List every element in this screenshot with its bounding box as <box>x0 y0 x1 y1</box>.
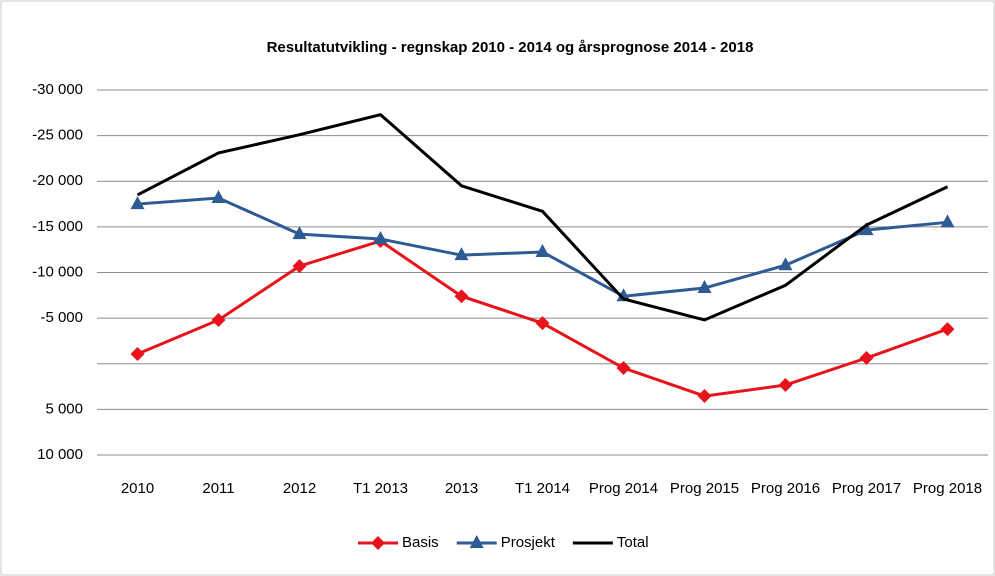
data-point <box>292 226 307 240</box>
x-tick-label: 2013 <box>445 480 478 497</box>
x-tick-label: Prog 2015 <box>670 480 739 497</box>
x-tick-label: Prog 2016 <box>751 480 820 497</box>
x-tick-label: T1 2014 <box>515 480 570 497</box>
y-tick-label: -10 000 <box>32 263 83 280</box>
x-tick-label: T1 2013 <box>353 480 408 497</box>
y-tick-label: -20 000 <box>32 172 83 189</box>
data-point <box>211 312 226 327</box>
legend-label: Prosjekt <box>501 534 556 551</box>
legend-marker <box>371 536 385 550</box>
data-point <box>454 247 469 261</box>
data-point <box>292 259 307 274</box>
legend-label: Basis <box>402 534 439 551</box>
data-point <box>535 243 550 257</box>
data-point <box>616 361 631 376</box>
data-point <box>697 280 712 294</box>
y-tick-label: -30 000 <box>32 81 83 98</box>
y-tick-label: -5 000 <box>40 309 83 326</box>
legend-label: Total <box>617 534 649 551</box>
data-point <box>373 231 388 245</box>
data-point <box>940 214 955 228</box>
data-point <box>778 257 793 271</box>
x-tick-label: Prog 2018 <box>913 480 982 497</box>
data-point <box>211 190 226 204</box>
data-point <box>130 346 145 361</box>
data-point <box>697 389 712 404</box>
data-point <box>859 351 874 366</box>
data-point <box>778 378 793 393</box>
data-point <box>859 222 874 236</box>
data-point <box>454 289 469 304</box>
x-tick-label: Prog 2014 <box>589 480 658 497</box>
chart-title: Resultatutvikling - regnskap 2010 - 2014… <box>267 39 754 56</box>
data-point <box>130 196 145 210</box>
y-tick-label: 5 000 <box>45 400 83 417</box>
data-point <box>616 288 631 302</box>
y-tick-label: 10 000 <box>37 446 83 463</box>
x-tick-label: 2010 <box>121 480 154 497</box>
legend-marker <box>469 535 484 548</box>
y-tick-label: -15 000 <box>32 218 83 235</box>
x-tick-label: 2012 <box>283 480 316 497</box>
y-tick-label: -25 000 <box>32 127 83 144</box>
x-tick-label: Prog 2017 <box>832 480 901 497</box>
x-tick-label: 2011 <box>202 480 234 497</box>
data-point <box>535 316 550 331</box>
data-point <box>940 322 955 337</box>
series-line <box>136 112 949 322</box>
